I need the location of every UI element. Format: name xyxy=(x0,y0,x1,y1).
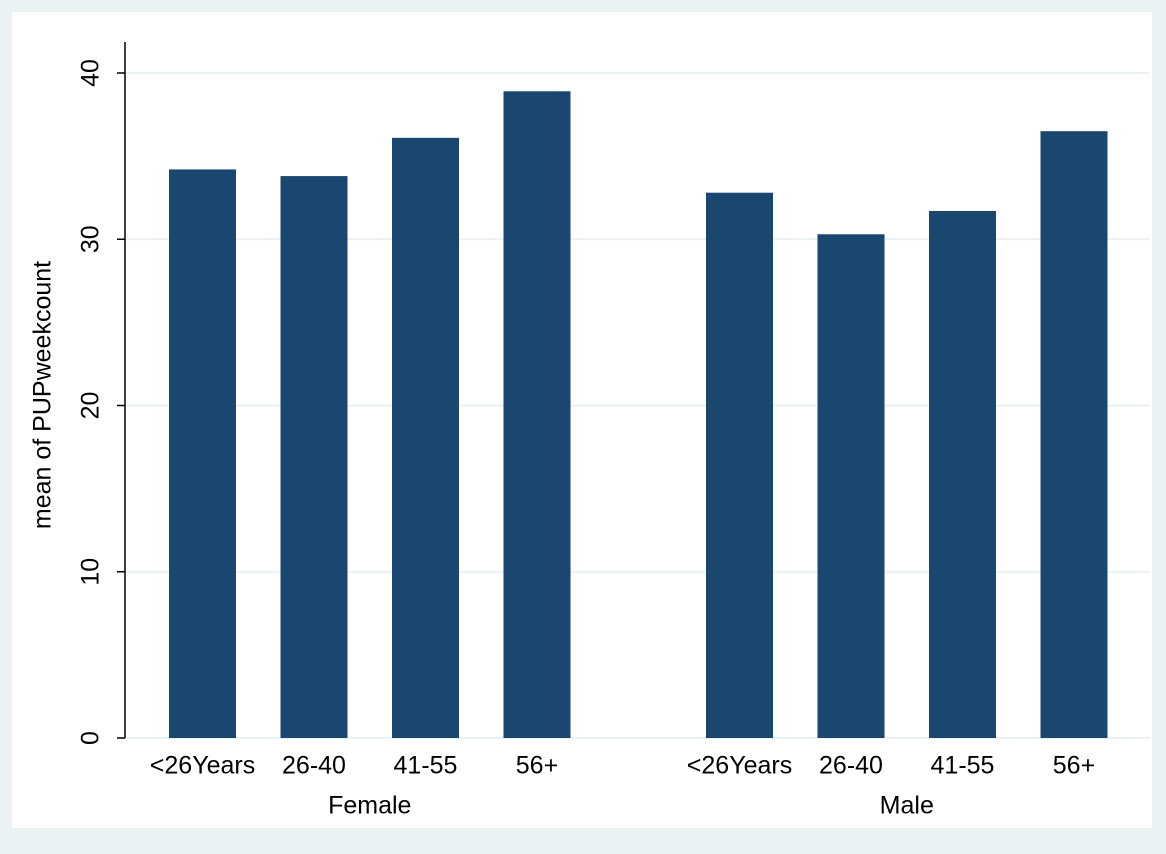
bar xyxy=(706,192,773,738)
group-label: Female xyxy=(328,792,411,820)
bar xyxy=(1040,131,1108,738)
x-tick-label: 41-55 xyxy=(931,752,995,780)
bar xyxy=(392,137,459,738)
y-tick-label: 0 xyxy=(77,731,105,745)
y-tick-label: 30 xyxy=(77,225,105,253)
y-tick-label: 40 xyxy=(77,59,105,87)
bar xyxy=(929,210,996,739)
x-tick-label: 41-55 xyxy=(394,752,458,780)
x-tick-label: 26-40 xyxy=(819,752,883,780)
bar xyxy=(817,234,885,738)
x-tick-label: 26-40 xyxy=(282,752,346,780)
bar xyxy=(280,176,348,738)
y-tick-label: 20 xyxy=(77,392,105,420)
x-tick-label: <26Years xyxy=(150,752,255,780)
bar xyxy=(169,169,236,739)
x-tick-label: <26Years xyxy=(687,752,792,780)
y-tick-label: 10 xyxy=(77,558,105,586)
x-tick-label: 56+ xyxy=(1053,752,1095,780)
y-axis-title: mean of PUPweekcount xyxy=(29,261,57,529)
bar xyxy=(503,91,571,739)
group-label: Male xyxy=(880,792,934,820)
x-tick-label: 56+ xyxy=(516,752,558,780)
